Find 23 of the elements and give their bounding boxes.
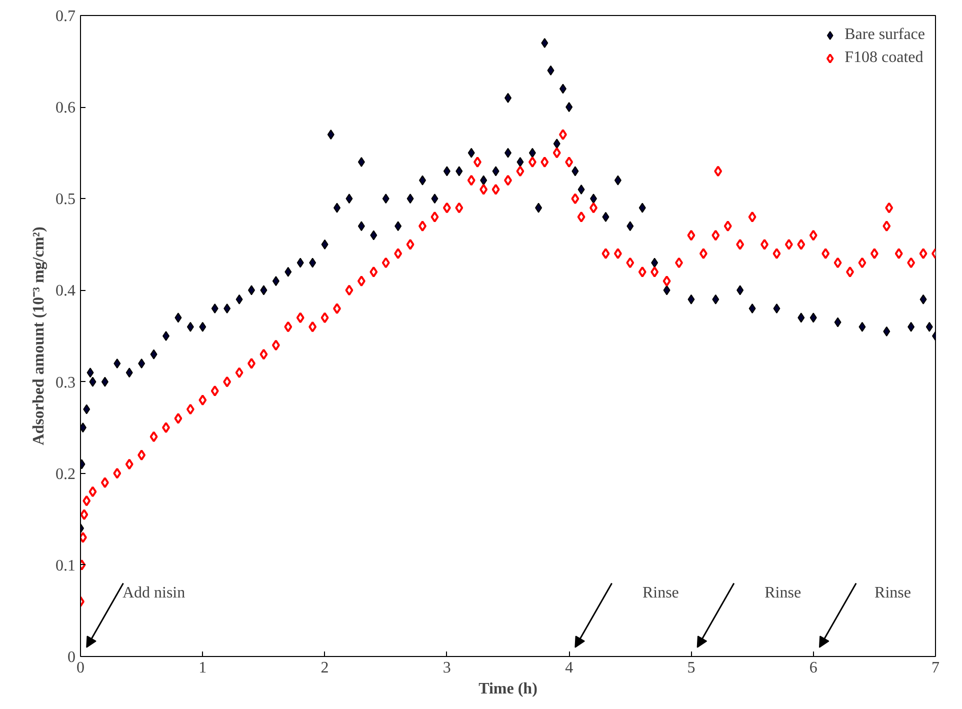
y-tick-label: 0.6 bbox=[56, 100, 76, 117]
x-tick-label: 2 bbox=[320, 660, 329, 676]
annotation: Rinse bbox=[642, 584, 679, 602]
x-tick-label: 4 bbox=[565, 660, 574, 676]
y-tick-label: 0.1 bbox=[56, 557, 76, 574]
annotation: Add nisin bbox=[122, 584, 186, 602]
y-tick-label: 0.2 bbox=[56, 466, 76, 483]
legend-label: Bare surface bbox=[844, 26, 925, 44]
x-tick-label: 6 bbox=[809, 660, 818, 676]
x-tick-label: 7 bbox=[932, 660, 940, 676]
x-axis-title: Time (h) bbox=[478, 680, 538, 698]
x-tick-label: 1 bbox=[198, 660, 207, 676]
y-axis-title: Adsorbed amount (10⁻³ mg/cm²) bbox=[30, 226, 48, 446]
x-tick-label: 5 bbox=[687, 660, 696, 676]
annotation: Rinse bbox=[874, 584, 911, 602]
y-tick-label: 0.5 bbox=[56, 191, 76, 208]
y-tick-label: 0 bbox=[68, 649, 76, 666]
y-tick-label: 0.3 bbox=[56, 374, 76, 392]
annotation: Rinse bbox=[764, 584, 802, 602]
y-tick-label: 0.7 bbox=[56, 8, 76, 25]
y-tick-label: 0.4 bbox=[56, 282, 76, 300]
x-tick-label: 3 bbox=[442, 660, 451, 676]
legend-label: F108 coated bbox=[844, 49, 924, 67]
